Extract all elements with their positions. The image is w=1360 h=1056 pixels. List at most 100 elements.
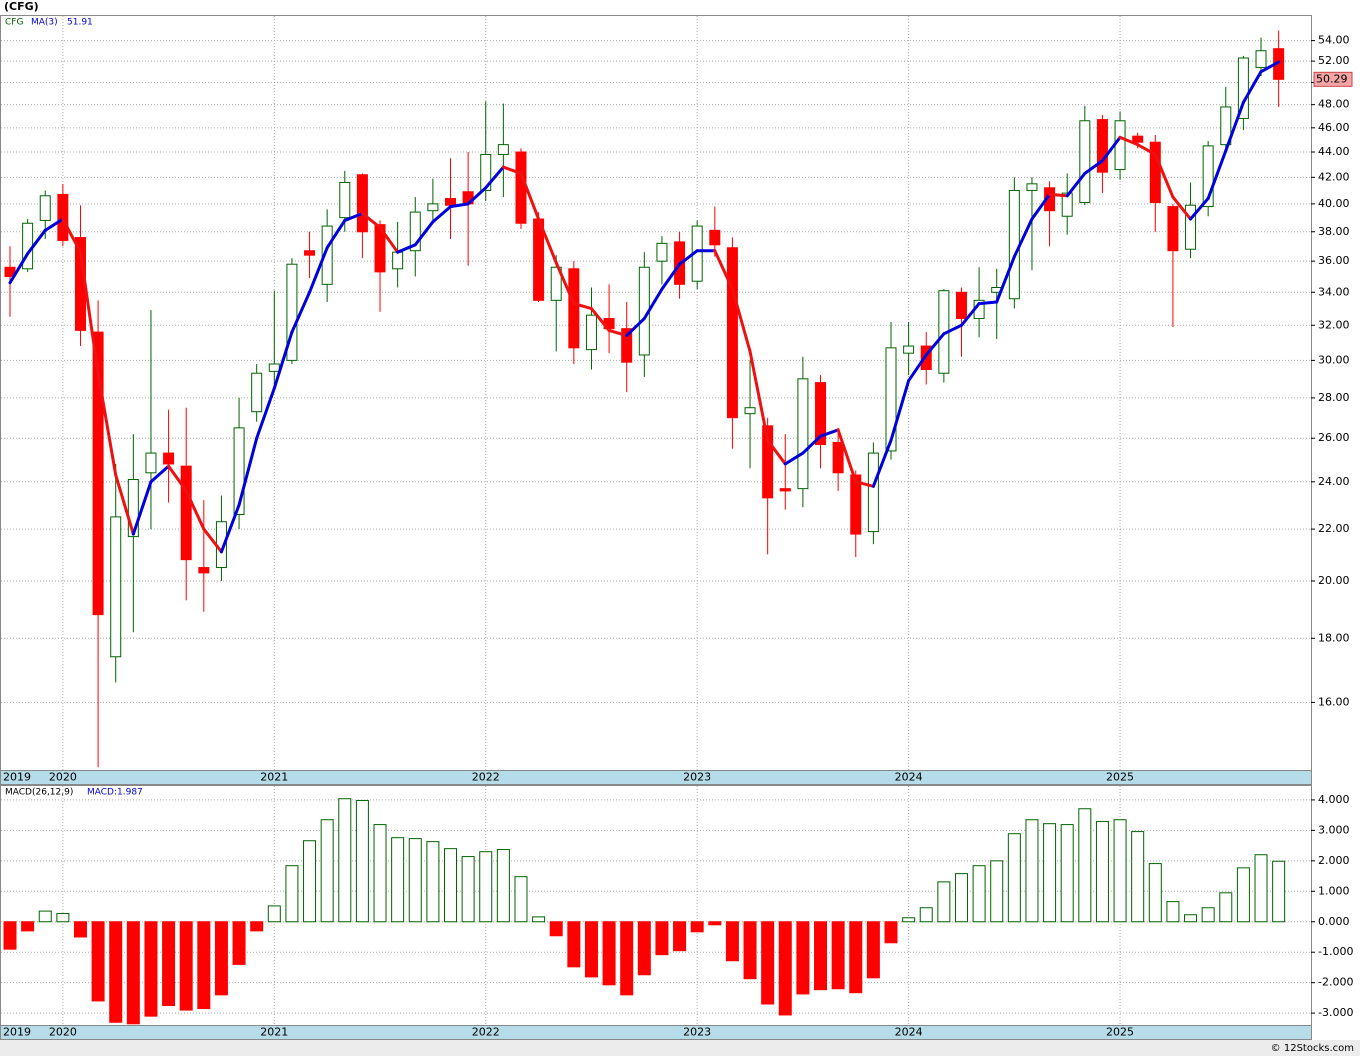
macd-bar bbox=[1148, 863, 1162, 923]
ma-segment bbox=[343, 211, 364, 222]
date-strip bbox=[0, 1025, 1312, 1040]
candle-body bbox=[304, 250, 316, 256]
ma-segment bbox=[219, 503, 241, 554]
candle-body bbox=[1202, 145, 1214, 208]
candle-body bbox=[163, 452, 175, 465]
macd-bar bbox=[232, 921, 246, 965]
ma-segment bbox=[678, 249, 699, 266]
ma-segment bbox=[308, 246, 329, 294]
macd-bar bbox=[796, 921, 810, 995]
candle-body bbox=[726, 247, 738, 419]
macd-bar bbox=[320, 819, 334, 923]
x-tick-label: 2023 bbox=[683, 771, 711, 784]
candle-body bbox=[550, 266, 562, 301]
candle-body bbox=[797, 378, 809, 490]
price-panel bbox=[0, 15, 1312, 771]
macd-bar bbox=[549, 921, 563, 937]
y-tick-label: 30.00 bbox=[1318, 353, 1350, 366]
candle-body bbox=[920, 345, 932, 371]
y-tick-label: 22.00 bbox=[1318, 522, 1350, 535]
macd-bar bbox=[162, 921, 176, 1007]
macd-bar bbox=[1201, 907, 1215, 923]
ma-segment bbox=[907, 353, 928, 383]
macd-bar bbox=[267, 905, 281, 923]
ma-segment bbox=[1241, 70, 1263, 104]
macd-bar bbox=[179, 921, 193, 1011]
macd-bar bbox=[655, 921, 669, 956]
x-tick-label: 2025 bbox=[1106, 771, 1134, 784]
ma-segment bbox=[554, 261, 576, 306]
macd-bar bbox=[479, 851, 493, 923]
macd-bar bbox=[637, 921, 651, 976]
ma-segment bbox=[1030, 192, 1052, 221]
macd-bar bbox=[444, 848, 457, 923]
ma-segment bbox=[272, 330, 294, 390]
candle-body bbox=[585, 314, 597, 351]
ma-segment bbox=[819, 428, 840, 438]
candle-body bbox=[57, 193, 69, 241]
macd-bar bbox=[514, 876, 528, 923]
ma-segment bbox=[466, 186, 488, 206]
ma-segment bbox=[1171, 195, 1193, 221]
candle-body bbox=[1167, 206, 1179, 252]
candle-body bbox=[145, 452, 157, 474]
x-tick-label: 2019 bbox=[3, 1026, 31, 1039]
x-tick-label: 2019 bbox=[3, 771, 31, 784]
ma-segment bbox=[431, 205, 452, 224]
macd-bar bbox=[91, 921, 105, 1002]
ma-segment bbox=[1153, 152, 1175, 199]
ma-segment bbox=[854, 480, 875, 488]
candle-body bbox=[392, 251, 404, 270]
legend-macd: MACD(26,12,9) bbox=[5, 788, 73, 798]
candle-body bbox=[709, 229, 721, 246]
ma-segment bbox=[78, 250, 100, 375]
x-tick-label: 2021 bbox=[260, 1026, 288, 1039]
macd-bar bbox=[3, 921, 17, 950]
macd-bar bbox=[831, 921, 845, 990]
macd-bar bbox=[338, 798, 352, 923]
ma-segment bbox=[1083, 159, 1104, 175]
ma-segment bbox=[889, 379, 911, 442]
candle-body bbox=[409, 211, 421, 252]
ma-segment bbox=[131, 480, 153, 536]
ma-segment bbox=[1259, 60, 1281, 74]
ma-segment bbox=[766, 438, 787, 466]
macd-bar bbox=[1131, 831, 1145, 923]
candle-body bbox=[656, 242, 668, 262]
candle-body bbox=[1220, 106, 1232, 146]
x-tick-label: 2024 bbox=[895, 771, 923, 784]
footer: © 12Stocks.com bbox=[1271, 1043, 1354, 1054]
ma-segment bbox=[748, 349, 770, 442]
y-tick-label: 42.00 bbox=[1318, 170, 1350, 183]
x-tick-label: 2021 bbox=[260, 771, 288, 784]
macd-bar bbox=[1025, 819, 1039, 923]
macd-bar bbox=[426, 841, 440, 923]
macd-bar bbox=[1078, 808, 1092, 923]
ma-segment bbox=[202, 527, 223, 554]
y-tick-label: 32.00 bbox=[1318, 318, 1350, 331]
ma-segment bbox=[783, 451, 805, 466]
candle-body bbox=[233, 427, 245, 515]
ma-segment bbox=[378, 225, 400, 254]
macd-bar bbox=[1043, 823, 1057, 923]
ma-segment bbox=[1224, 100, 1245, 153]
macd-bar bbox=[38, 910, 52, 923]
ma-segment bbox=[942, 323, 963, 336]
candle-body bbox=[850, 474, 862, 535]
y-tick-label: 36.00 bbox=[1318, 254, 1350, 267]
y-tick-label: 2.000 bbox=[1318, 854, 1350, 867]
macd-bar bbox=[532, 916, 546, 923]
ma-segment bbox=[1100, 135, 1122, 163]
y-tick-label: 46.00 bbox=[1318, 121, 1350, 134]
ma-segment bbox=[396, 243, 417, 254]
macd-bar bbox=[391, 837, 405, 923]
x-tick-label: 2023 bbox=[683, 1026, 711, 1039]
ma-segment bbox=[167, 464, 188, 493]
ma-segment bbox=[977, 300, 999, 306]
ma-segment bbox=[184, 489, 206, 531]
macd-bar bbox=[408, 838, 422, 923]
y-tick-label: -1.000 bbox=[1318, 945, 1353, 958]
candle-body bbox=[885, 347, 897, 452]
macd-bar bbox=[1184, 914, 1198, 923]
